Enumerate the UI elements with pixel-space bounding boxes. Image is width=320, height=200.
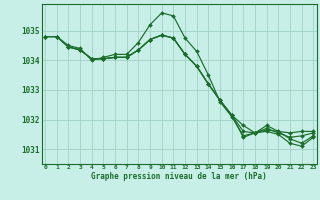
X-axis label: Graphe pression niveau de la mer (hPa): Graphe pression niveau de la mer (hPa) [91,172,267,181]
